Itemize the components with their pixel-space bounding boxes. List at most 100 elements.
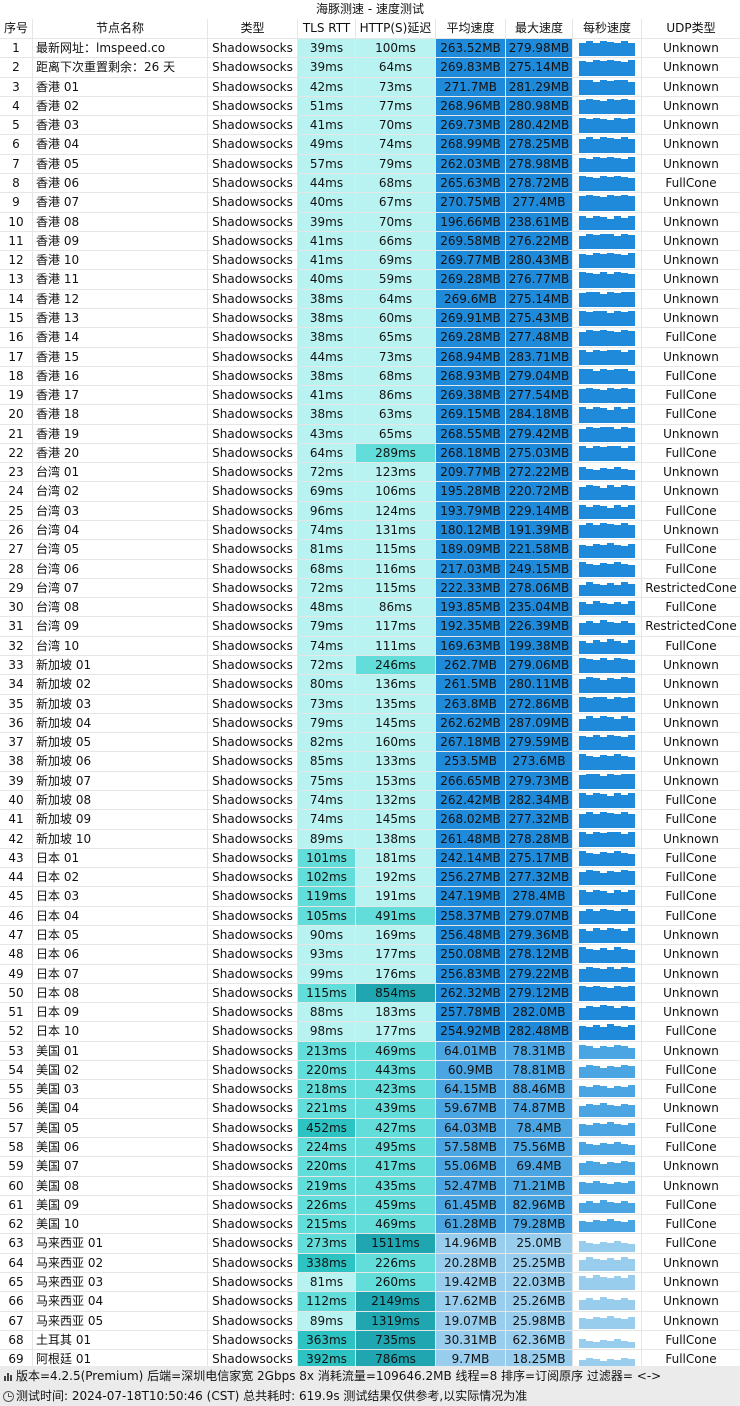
udp-type: FullCone <box>642 1022 740 1042</box>
sparkline-bar <box>628 774 636 789</box>
per-second-speed <box>573 1003 642 1023</box>
sparkline-bar <box>614 584 622 597</box>
max-speed: 279.98MB <box>506 39 573 59</box>
tls-rtt: 42ms <box>298 77 356 97</box>
sparkline-bar <box>600 293 608 307</box>
per-second-speed <box>573 424 642 444</box>
max-speed: 273.6MB <box>506 752 573 772</box>
sparkline-bar <box>600 1164 608 1175</box>
sparkline-bar <box>579 428 587 442</box>
speed-sparkline <box>579 523 636 539</box>
sparkline-bar <box>628 583 636 597</box>
table-row: 45 日本 03 Shadowsocks 119ms 191ms 247.19MB 278.… <box>0 887 740 907</box>
speed-sparkline <box>579 831 636 847</box>
sparkline-bar <box>628 1316 636 1329</box>
node-name: 新加坡 02 <box>33 675 208 695</box>
udp-type: Unknown <box>642 251 740 271</box>
sparkline-bar <box>579 947 587 963</box>
sparkline-bar <box>600 1005 608 1021</box>
avg-speed: 269.38MB <box>436 386 506 406</box>
row-index: 36 <box>0 713 33 734</box>
sparkline-bar <box>614 292 622 307</box>
node-type: Shadowsocks <box>208 424 298 444</box>
sparkline-bar <box>614 679 622 693</box>
sparkline-bar <box>607 253 615 269</box>
sparkline-bar <box>600 197 608 211</box>
bar-chart-icon <box>3 1371 14 1382</box>
sparkline-bar <box>600 61 608 76</box>
sparkline-bar <box>628 524 636 539</box>
sparkline-bar <box>593 81 601 95</box>
http-latency: 68ms <box>356 366 436 387</box>
avg-speed: 195.28MB <box>436 482 506 502</box>
tls-rtt: 363ms <box>298 1330 356 1351</box>
http-latency: 181ms <box>356 848 436 869</box>
udp-type: Unknown <box>642 695 740 714</box>
sparkline-bar <box>621 1183 629 1194</box>
avg-speed: 61.45MB <box>436 1195 506 1216</box>
sparkline-bar <box>593 1316 601 1329</box>
tls-rtt: 68ms <box>298 559 356 579</box>
node-name: 新加坡 07 <box>33 771 208 791</box>
sparkline-bar <box>614 1025 622 1040</box>
node-type: Shadowsocks <box>208 231 298 252</box>
per-second-speed <box>573 675 642 695</box>
http-latency: 459ms <box>356 1195 436 1216</box>
sparkline-bar <box>579 118 587 134</box>
tls-rtt: 81ms <box>298 1273 356 1293</box>
row-index: 64 <box>0 1253 33 1273</box>
sparkline-bar <box>579 641 587 654</box>
sparkline-bar <box>628 470 636 481</box>
per-second-speed <box>573 540 642 560</box>
node-type: Shadowsocks <box>208 578 298 599</box>
sparkline-bar <box>628 735 636 751</box>
sparkline-bar <box>586 447 594 462</box>
sparkline-bar <box>600 1200 608 1214</box>
sparkline-bar <box>614 196 622 211</box>
udp-type: Unknown <box>642 1042 740 1061</box>
max-speed: 277.48MB <box>506 328 573 348</box>
sparkline-bar <box>621 62 629 76</box>
sparkline-bar <box>628 195 636 211</box>
sparkline-bar <box>628 1359 636 1368</box>
node-type: Shadowsocks <box>208 1195 298 1216</box>
sparkline-bar <box>607 388 615 404</box>
sparkline-bar <box>621 773 629 789</box>
sparkline-bar <box>593 831 601 847</box>
row-index: 49 <box>0 964 33 984</box>
sparkline-bar <box>586 176 594 192</box>
table-row: 9 香港 07 Shadowsocks 40ms 67ms 270.75MB 277.4MB… <box>0 193 740 213</box>
sparkline-bar <box>607 98 615 115</box>
sparkline-bar <box>607 523 615 539</box>
tls-rtt: 41ms <box>298 231 356 252</box>
table-row: 17 香港 15 Shadowsocks 44ms 73ms 268.94MB 283.71… <box>0 347 740 367</box>
table-row: 22 香港 20 Shadowsocks 64ms 289ms 268.18MB 275.0… <box>0 443 740 464</box>
sparkline-bar <box>614 872 622 886</box>
sparkline-bar <box>586 891 594 905</box>
tls-rtt: 75ms <box>298 771 356 791</box>
tls-rtt: 218ms <box>298 1080 356 1100</box>
max-speed: 278.4MB <box>506 887 573 907</box>
udp-type: FullCone <box>642 386 740 406</box>
sparkline-bar <box>628 1258 636 1271</box>
sparkline-bar <box>586 272 594 288</box>
udp-type: Unknown <box>642 1177 740 1196</box>
avg-speed: 262.7MB <box>436 656 506 676</box>
tls-rtt: 220ms <box>298 1157 356 1177</box>
http-latency: 65ms <box>356 328 436 348</box>
http-latency: 735ms <box>356 1330 436 1351</box>
tls-rtt: 98ms <box>298 1022 356 1042</box>
node-type: Shadowsocks <box>208 39 298 59</box>
sparkline-bar <box>607 892 615 905</box>
tls-rtt: 392ms <box>298 1350 356 1370</box>
node-type: Shadowsocks <box>208 1176 298 1196</box>
node-name: 土耳其 01 <box>33 1330 208 1351</box>
http-latency: 169ms <box>356 925 436 946</box>
row-index: 24 <box>0 482 33 502</box>
sparkline-bar <box>628 1145 636 1156</box>
udp-type: Unknown <box>642 1003 740 1023</box>
node-name: 马来西亚 03 <box>33 1273 208 1293</box>
avg-speed: 256.27MB <box>436 868 506 888</box>
sparkline-bar <box>586 1340 594 1349</box>
node-type: Shadowsocks <box>208 366 298 387</box>
